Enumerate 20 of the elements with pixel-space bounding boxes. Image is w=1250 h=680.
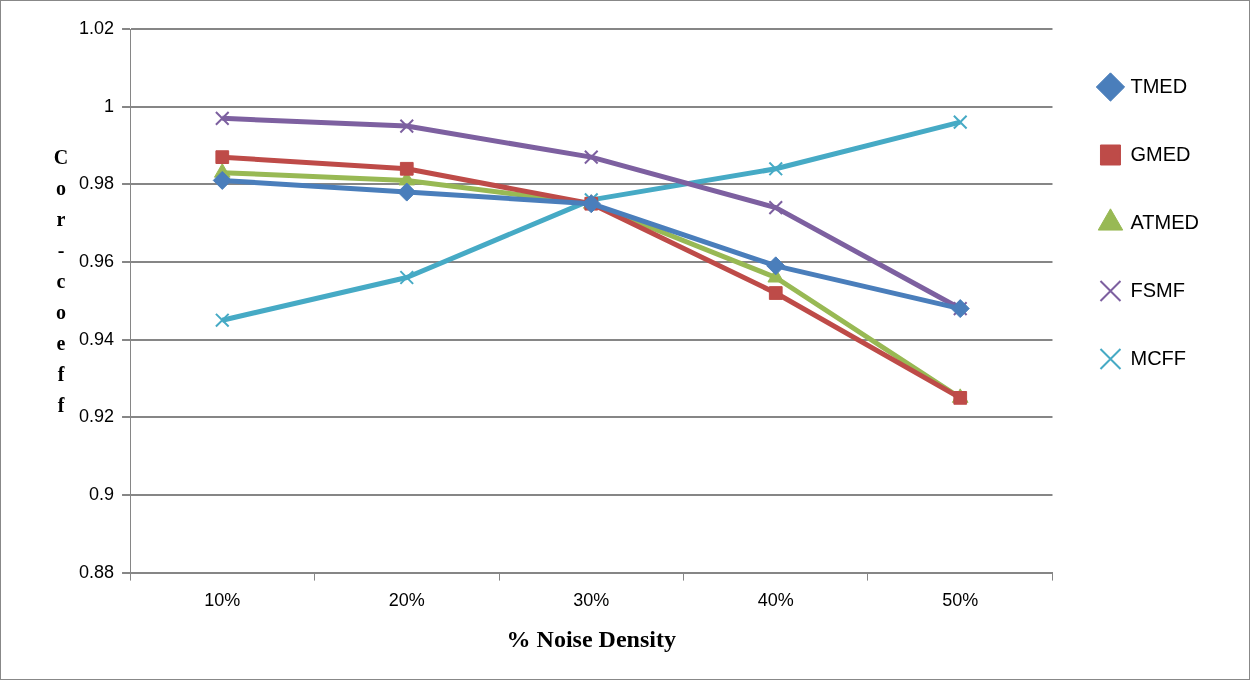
- x-axis-title: % Noise Density: [506, 625, 676, 652]
- y-tick-label: 0.94: [78, 328, 115, 349]
- y-tick-label: 0.96: [78, 250, 115, 271]
- y-tick-label: 0.92: [78, 406, 115, 427]
- text: Cor-coeff: [53, 146, 69, 417]
- y-tick-label: 0.88: [78, 561, 115, 582]
- legend-label: MCFF: [1130, 346, 1187, 369]
- x-tick-label: 20%: [388, 590, 425, 611]
- x-tick-label: 40%: [757, 590, 794, 611]
- x-tick-label: 30%: [573, 590, 610, 611]
- y-tick-label: 1.02: [78, 17, 115, 38]
- y-tick-label: 1: [104, 95, 115, 116]
- x-tick-label: 50%: [942, 590, 979, 611]
- x-tick-label: 10%: [204, 590, 241, 611]
- legend-label: ATMED: [1130, 210, 1199, 233]
- y-tick-label: 0.98: [78, 173, 115, 194]
- legend-label: FSMF: [1130, 278, 1185, 301]
- legend-label: GMED: [1130, 142, 1191, 165]
- y-tick-label: 0.9: [89, 483, 115, 504]
- legend-label: TMED: [1130, 74, 1188, 97]
